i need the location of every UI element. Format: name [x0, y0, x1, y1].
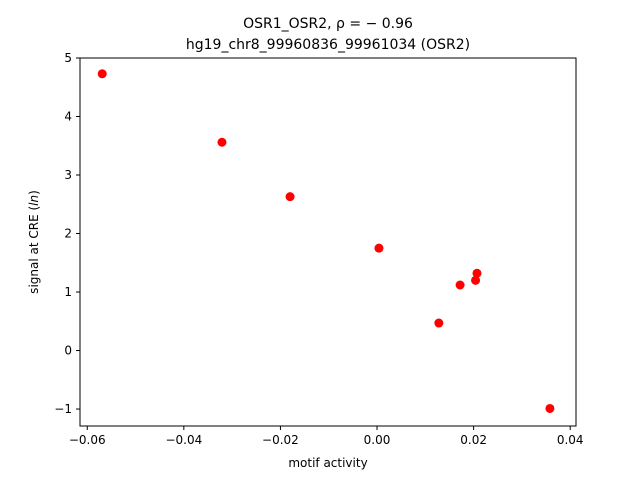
x-tick-label: 0.00 [364, 433, 391, 447]
data-point [472, 268, 482, 278]
chart-title-line2: hg19_chr8_99960836_99961034 (OSR2) [186, 37, 470, 53]
x-tick-label: −0.04 [165, 433, 202, 447]
x-tick-label: −0.02 [262, 433, 299, 447]
data-point [97, 69, 107, 79]
data-points [97, 69, 555, 413]
y-tick-label: 5 [64, 51, 72, 65]
x-axis-ticks: −0.06 −0.04 −0.02 0.00 0.02 0.04 [69, 426, 584, 447]
plot-area-frame [79, 57, 577, 427]
data-point [434, 318, 444, 328]
x-tick-label: −0.06 [69, 433, 106, 447]
chart-title-line1: OSR1_OSR2, ρ = − 0.96 [243, 16, 413, 32]
data-point [374, 243, 384, 253]
x-tick-label: 0.02 [460, 433, 487, 447]
y-tick-label: 0 [64, 344, 72, 358]
data-point [217, 137, 227, 147]
y-tick-label: −1 [54, 402, 72, 416]
x-axis-label: motif activity [288, 456, 367, 470]
data-point [471, 275, 481, 285]
y-tick-label: 4 [64, 110, 72, 124]
y-tick-label: 1 [64, 285, 72, 299]
y-axis-ticks: −1 0 1 2 3 4 5 [54, 51, 80, 416]
y-tick-label: 2 [64, 227, 72, 241]
y-tick-label: 3 [64, 168, 72, 182]
data-point [455, 280, 465, 290]
data-point [545, 403, 555, 413]
data-point [285, 192, 295, 202]
y-axis-label-suffix: ) [27, 190, 41, 195]
y-axis-label: signal at CRE (ln) [27, 190, 41, 294]
y-axis-label-italic: ln [27, 195, 41, 206]
x-tick-label: 0.04 [557, 433, 584, 447]
y-axis-label-prefix: signal at CRE ( [27, 206, 41, 294]
